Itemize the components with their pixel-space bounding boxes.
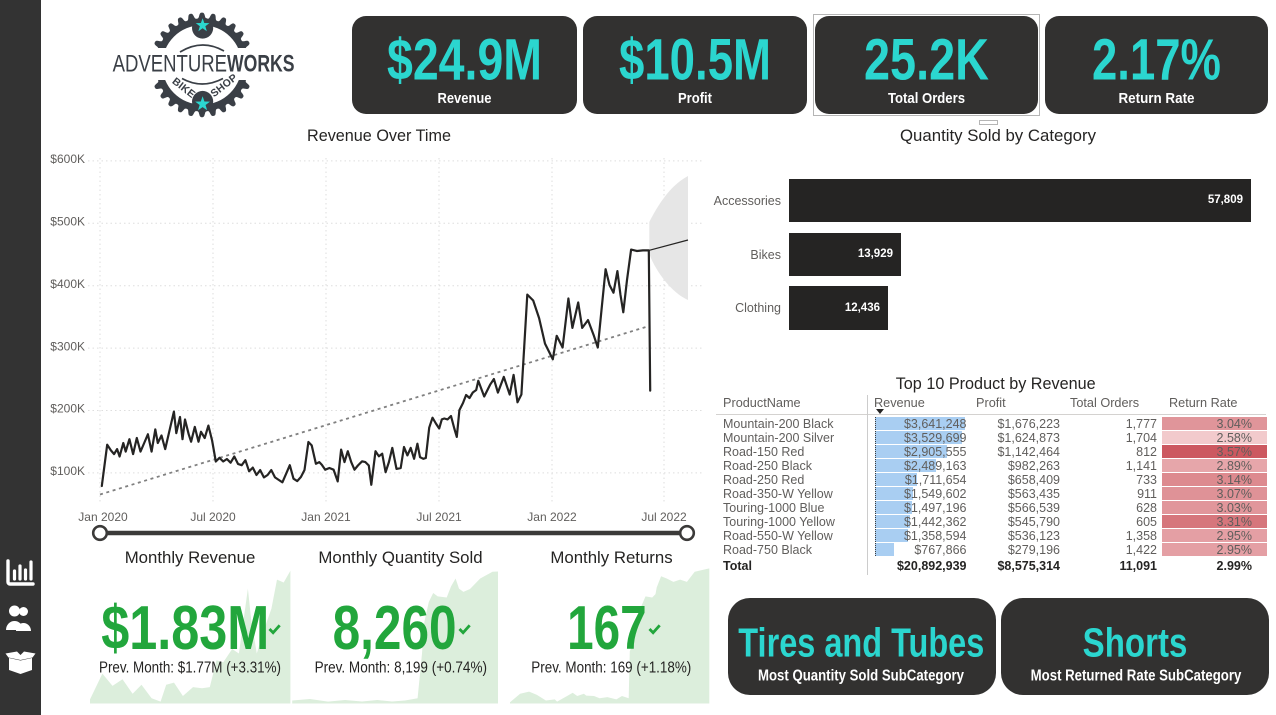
svg-text:Most Returned Rate SubCategory: Most Returned Rate SubCategory xyxy=(1031,667,1242,684)
svg-text:$200K: $200K xyxy=(50,402,85,416)
svg-text:Quantity Sold by Category: Quantity Sold by Category xyxy=(900,127,1097,145)
svg-text:Prev. Month: 8,199 (+0.74%): Prev. Month: 8,199 (+0.74%) xyxy=(315,659,487,676)
svg-text:Jan 2021: Jan 2021 xyxy=(301,510,351,524)
svg-text:Jan 2020: Jan 2020 xyxy=(78,510,128,524)
svg-text:$400K: $400K xyxy=(50,277,85,291)
svg-text:Jan 2022: Jan 2022 xyxy=(527,510,577,524)
svg-text:Jul 2021: Jul 2021 xyxy=(416,510,462,524)
svg-text:Profit: Profit xyxy=(678,90,712,107)
svg-text:Prev. Month: $1.77M (+3.31%): Prev. Month: $1.77M (+3.31%) xyxy=(99,659,281,676)
svg-text:Total Orders: Total Orders xyxy=(888,90,965,107)
svg-text:$300K: $300K xyxy=(50,339,85,353)
svg-text:Return Rate: Return Rate xyxy=(1119,90,1195,107)
svg-text:Monthly Revenue: Monthly Revenue xyxy=(125,548,256,567)
svg-text:25.2K: 25.2K xyxy=(864,28,989,93)
svg-text:Revenue Over Time: Revenue Over Time xyxy=(307,127,451,145)
svg-text:$100K: $100K xyxy=(50,464,85,478)
svg-text:Revenue: Revenue xyxy=(438,90,492,107)
svg-text:8,260: 8,260 xyxy=(333,594,457,663)
svg-text:Most Quantity Sold SubCategory: Most Quantity Sold SubCategory xyxy=(758,667,964,684)
svg-text:Monthly Quantity Sold: Monthly Quantity Sold xyxy=(318,548,482,567)
svg-text:Jul 2020: Jul 2020 xyxy=(190,510,236,524)
svg-text:Jul 2022: Jul 2022 xyxy=(641,510,687,524)
svg-text:$500K: $500K xyxy=(50,215,85,229)
svg-text:167: 167 xyxy=(567,594,647,663)
svg-text:$10.5M: $10.5M xyxy=(619,28,771,93)
svg-text:Monthly Returns: Monthly Returns xyxy=(550,548,672,567)
svg-text:2.17%: 2.17% xyxy=(1092,28,1221,93)
svg-text:Top 10 Product by Revenue: Top 10 Product by Revenue xyxy=(896,375,1096,393)
svg-text:$1.83M: $1.83M xyxy=(101,594,269,663)
svg-text:$600K: $600K xyxy=(50,152,85,166)
svg-text:Tires and Tubes: Tires and Tubes xyxy=(738,620,984,666)
svg-text:$24.9M: $24.9M xyxy=(387,28,542,93)
svg-text:Shorts: Shorts xyxy=(1083,620,1188,666)
svg-text:ADVENTURE: ADVENTURE xyxy=(113,51,227,78)
svg-text:WORKS: WORKS xyxy=(227,51,295,78)
svg-text:Prev. Month: 169 (+1.18%): Prev. Month: 169 (+1.18%) xyxy=(531,659,691,676)
